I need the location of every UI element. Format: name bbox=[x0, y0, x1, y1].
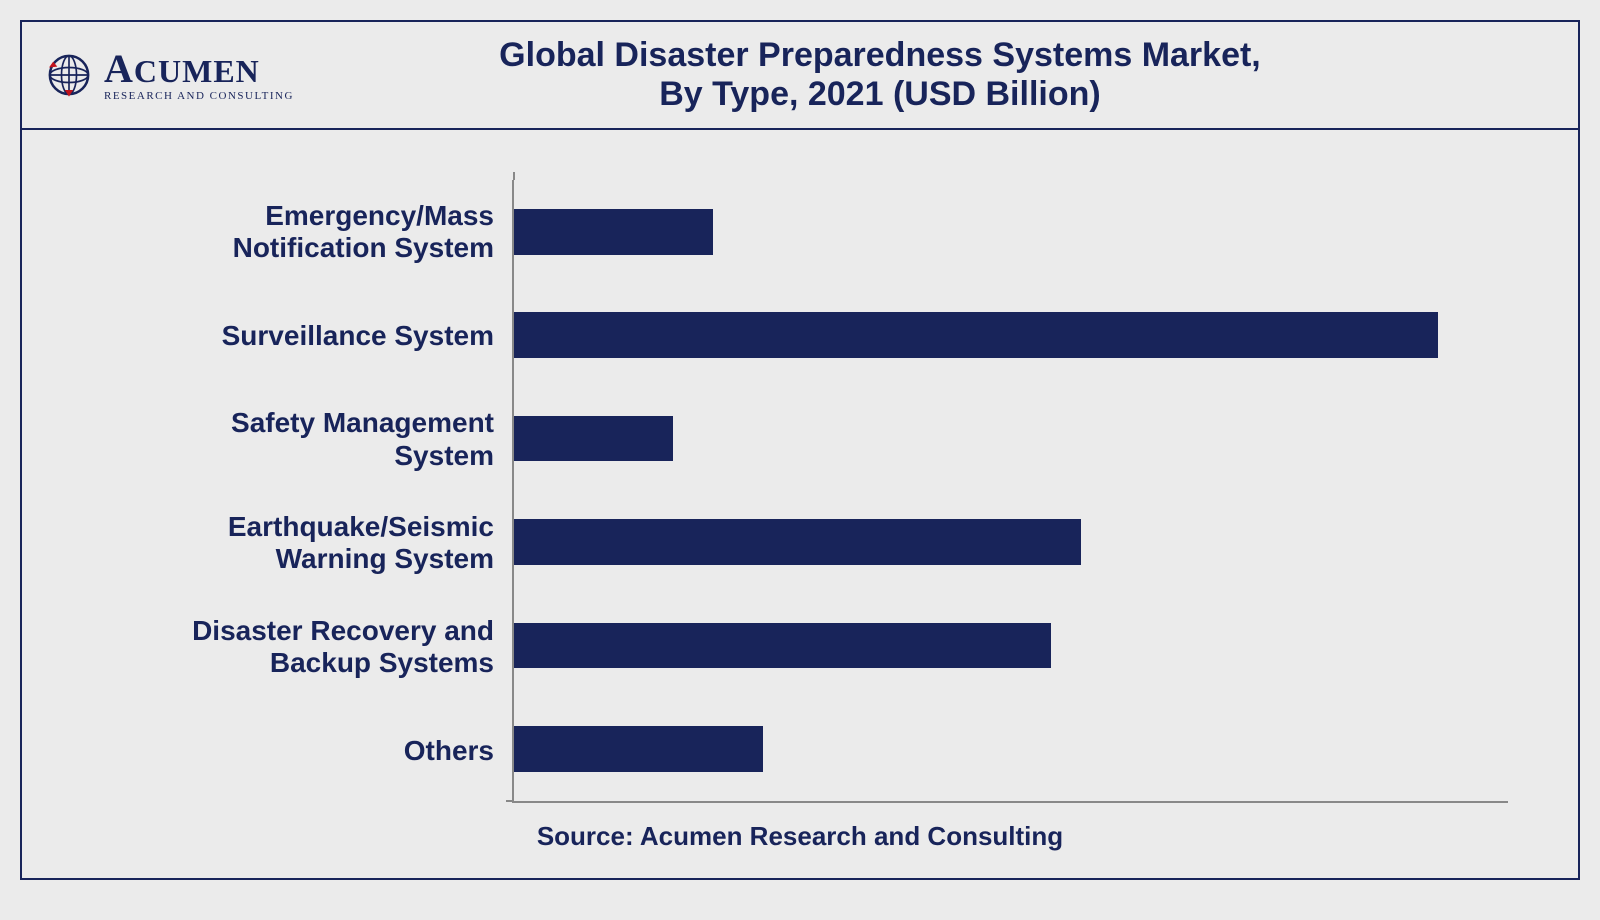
y-axis-label: Surveillance System bbox=[92, 320, 512, 352]
bar bbox=[514, 416, 673, 462]
bar bbox=[514, 726, 763, 772]
logo-text: ACUMEN RESEARCH AND CONSULTING bbox=[104, 49, 294, 102]
bar bbox=[514, 312, 1438, 358]
bar-row bbox=[514, 283, 1508, 386]
chart-area: Emergency/MassNotification System Surveil… bbox=[22, 130, 1578, 878]
header-bar: ACUMEN RESEARCH AND CONSULTING Global Di… bbox=[22, 22, 1578, 130]
y-axis-label: Others bbox=[92, 735, 512, 767]
logo-tagline: RESEARCH AND CONSULTING bbox=[104, 91, 294, 102]
y-label-row: Emergency/MassNotification System bbox=[92, 180, 512, 284]
bar-row bbox=[514, 387, 1508, 490]
logo-name: ACUMEN bbox=[104, 49, 294, 89]
bar-row bbox=[514, 180, 1508, 283]
y-label-row: Earthquake/SeismicWarning System bbox=[92, 491, 512, 595]
chart-frame: ACUMEN RESEARCH AND CONSULTING Global Di… bbox=[20, 20, 1580, 880]
chart-title: Global Disaster Preparedness Systems Mar… bbox=[324, 36, 1556, 114]
y-axis-label: Safety ManagementSystem bbox=[92, 407, 512, 471]
bar-row bbox=[514, 490, 1508, 593]
bar bbox=[514, 209, 713, 255]
bar-row bbox=[514, 697, 1508, 800]
axis-tick-top bbox=[513, 172, 515, 180]
y-axis-labels: Emergency/MassNotification System Surveil… bbox=[92, 180, 512, 803]
bar bbox=[514, 519, 1081, 565]
title-line-2: By Type, 2021 (USD Billion) bbox=[324, 75, 1436, 114]
y-axis-label: Emergency/MassNotification System bbox=[92, 200, 512, 264]
hbar-chart: Emergency/MassNotification System Surveil… bbox=[92, 180, 1508, 803]
bar bbox=[514, 623, 1051, 669]
bar-row bbox=[514, 594, 1508, 697]
title-line-1: Global Disaster Preparedness Systems Mar… bbox=[324, 36, 1436, 75]
y-axis-label: Disaster Recovery andBackup Systems bbox=[92, 615, 512, 679]
globe-icon bbox=[44, 50, 94, 100]
y-label-row: Others bbox=[92, 699, 512, 803]
logo-name-initial: A bbox=[104, 46, 134, 91]
plot-region bbox=[512, 180, 1508, 803]
bars-container bbox=[514, 180, 1508, 801]
y-label-row: Surveillance System bbox=[92, 284, 512, 388]
y-label-row: Safety ManagementSystem bbox=[92, 388, 512, 492]
axis-tick-bottom-left bbox=[506, 800, 514, 802]
source-caption: Source: Acumen Research and Consulting bbox=[92, 803, 1508, 858]
logo-name-rest: CUMEN bbox=[134, 53, 260, 89]
y-label-row: Disaster Recovery andBackup Systems bbox=[92, 595, 512, 699]
logo: ACUMEN RESEARCH AND CONSULTING bbox=[44, 49, 294, 102]
y-axis-label: Earthquake/SeismicWarning System bbox=[92, 511, 512, 575]
